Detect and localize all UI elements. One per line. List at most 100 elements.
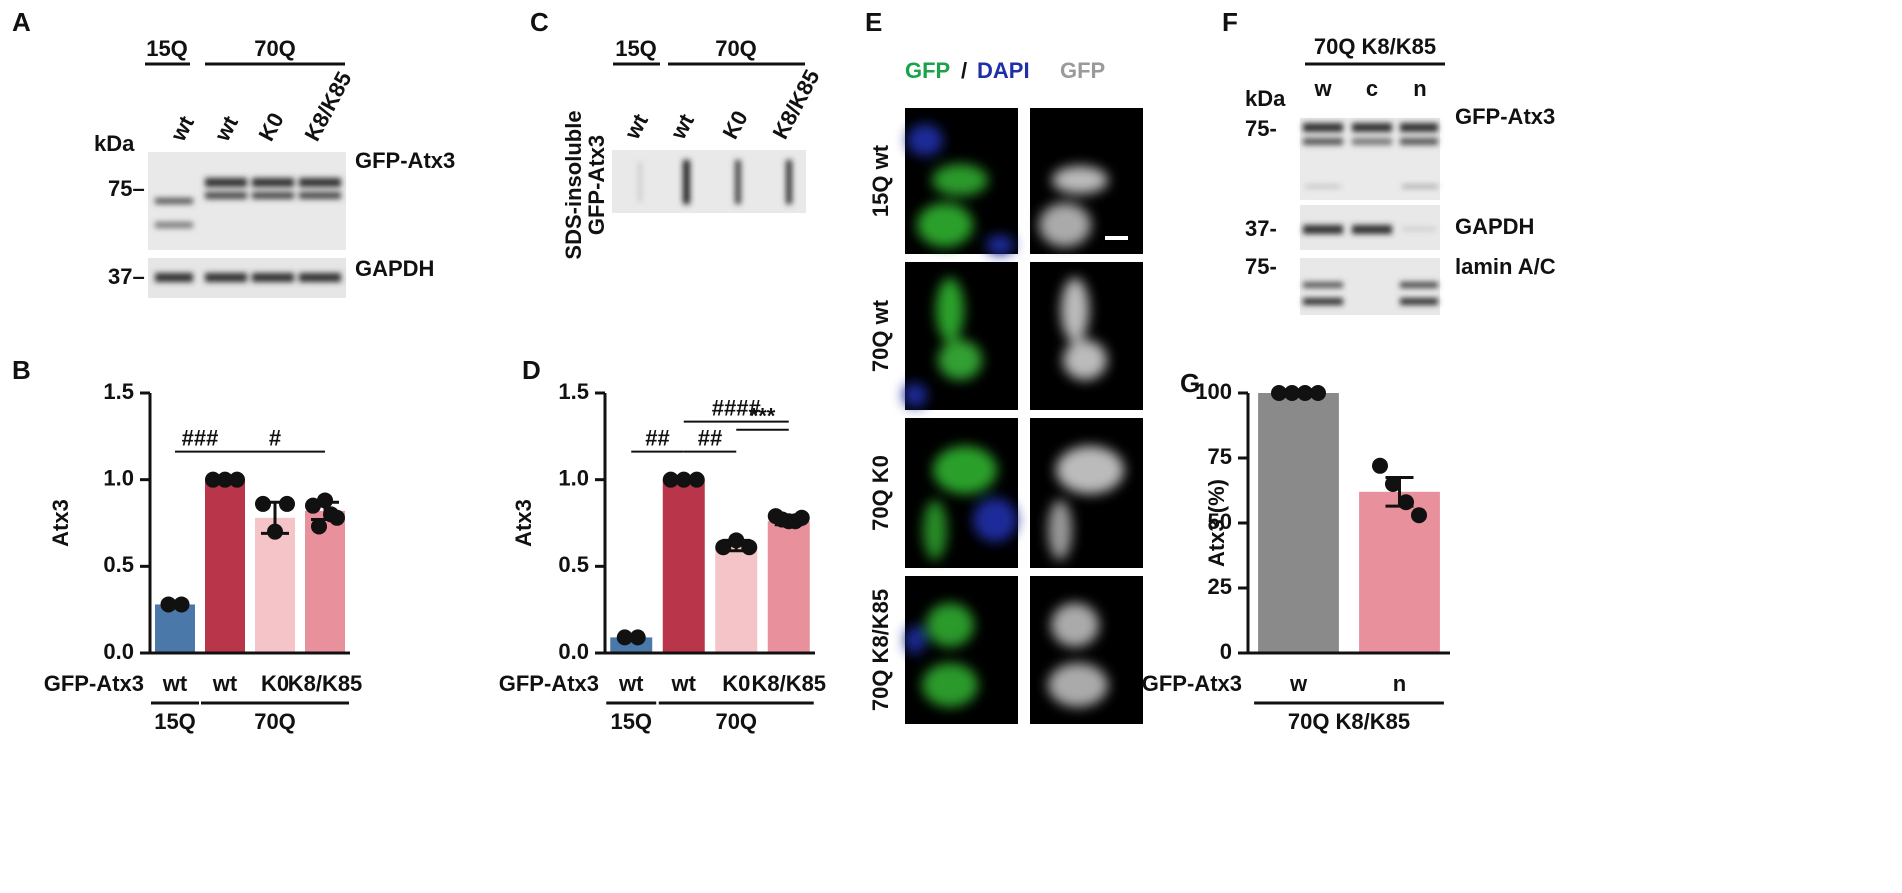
bar xyxy=(255,517,295,653)
y-tick-label: 1.0 xyxy=(558,465,589,490)
channel-label: GFP xyxy=(1060,58,1105,83)
group-label: 15Q xyxy=(154,709,196,734)
bar xyxy=(767,521,810,653)
x-tick-label: wt xyxy=(162,671,188,696)
sig-label: # xyxy=(269,425,281,450)
band-label: lamin A/C xyxy=(1455,254,1556,279)
images-e: GFP / DAPI GFP 15Q wt 70Q wt 70Q K0 70Q … xyxy=(868,58,1143,724)
row-label: GFP-Atx3 xyxy=(1142,671,1242,696)
bar xyxy=(662,479,705,653)
row-label: 70Q K0 xyxy=(868,455,893,531)
panel-label: G xyxy=(1180,368,1200,398)
y-label: Atx3 xyxy=(48,499,73,547)
x-tick-label: n xyxy=(1393,671,1406,696)
lane-label: w xyxy=(1313,76,1332,101)
row-label: 70Q K8/K85 xyxy=(868,589,893,711)
bar xyxy=(305,510,345,653)
data-point xyxy=(160,596,177,613)
data-point xyxy=(662,471,679,488)
data-point xyxy=(255,495,271,512)
group-label: 15Q xyxy=(610,709,652,734)
bar xyxy=(1359,491,1440,653)
sig-label: ## xyxy=(645,425,669,450)
group-label: 15Q xyxy=(146,36,188,61)
group-label: 70Q xyxy=(254,709,296,734)
lane-label: wt xyxy=(665,109,699,144)
data-point xyxy=(675,471,692,488)
data-point xyxy=(715,539,732,556)
group-label: 70Q K8/K85 xyxy=(1314,34,1436,59)
y-tick-label: 50 xyxy=(1208,509,1232,534)
marker-label: 75- xyxy=(1245,116,1277,141)
bar xyxy=(1258,393,1339,653)
data-point xyxy=(267,523,283,540)
data-point xyxy=(629,629,646,646)
lane-label: wt xyxy=(165,111,199,146)
y-tick-label: 1.5 xyxy=(103,379,134,404)
group-label: 70Q xyxy=(715,709,757,734)
data-point xyxy=(279,495,295,512)
sig-label: *** xyxy=(750,404,776,429)
data-point xyxy=(217,471,233,488)
marker-label: 37– xyxy=(108,264,145,289)
y-tick-label: 0 xyxy=(1220,639,1232,664)
x-tick-label: K8/K85 xyxy=(751,671,826,696)
data-point xyxy=(1398,494,1414,511)
row-label: 70Q wt xyxy=(868,299,893,372)
data-point xyxy=(173,596,190,613)
data-point xyxy=(1297,385,1313,401)
x-tick-label: K0 xyxy=(261,671,289,696)
sig-label: ### xyxy=(182,425,219,450)
group-label: 15Q xyxy=(615,36,657,61)
blot-c: 15Q 70Q wt wt K0 K8/K85 SDS-insoluble GF… xyxy=(561,36,825,260)
row-label: 15Q wt xyxy=(868,144,893,217)
band-label: GFP-Atx3 xyxy=(1455,104,1555,129)
unit-label: kDa xyxy=(1245,86,1286,111)
row-label: GFP-Atx3 xyxy=(499,671,599,696)
data-point xyxy=(1411,507,1427,524)
marker-label: 37- xyxy=(1245,216,1277,241)
panel-label: B xyxy=(12,355,31,385)
panel-label: F xyxy=(1222,7,1238,37)
sig-label: ## xyxy=(698,425,722,450)
lane-label: K0 xyxy=(253,109,288,146)
data-point xyxy=(1271,385,1287,401)
band-label: GAPDH xyxy=(355,256,434,281)
data-point xyxy=(305,497,321,514)
blot xyxy=(612,150,806,213)
y-label: GFP-Atx3 xyxy=(584,135,609,235)
lane-label: n xyxy=(1413,76,1426,101)
bands xyxy=(155,178,341,282)
x-tick-label: K0 xyxy=(722,671,750,696)
data-point xyxy=(728,532,745,549)
panel-label: E xyxy=(865,7,882,37)
y-tick-label: 1.5 xyxy=(558,379,589,404)
bar xyxy=(205,479,245,653)
channel-label: / xyxy=(961,58,967,83)
data-point xyxy=(317,492,333,509)
y-label: Atx3 (%) xyxy=(1204,479,1229,567)
data-point xyxy=(793,509,810,526)
data-point xyxy=(741,539,758,556)
lane-label: wt xyxy=(209,111,243,146)
panel-label: D xyxy=(522,355,541,385)
row-label: GFP-Atx3 xyxy=(44,671,144,696)
data-point xyxy=(1284,385,1300,401)
y-tick-label: 25 xyxy=(1208,574,1232,599)
bar xyxy=(715,545,758,653)
unit-label: kDa xyxy=(94,131,135,156)
y-label: Atx3 xyxy=(511,499,536,547)
band-label: GAPDH xyxy=(1455,214,1534,239)
x-tick-label: K8/K85 xyxy=(288,671,363,696)
y-label: SDS-insoluble xyxy=(561,110,586,259)
y-tick-label: 0.5 xyxy=(558,552,589,577)
lane-label: wt xyxy=(619,109,653,144)
y-tick-label: 0.5 xyxy=(103,552,134,577)
y-tick-label: 0.0 xyxy=(103,639,134,664)
group-label: 70Q K8/K85 xyxy=(1288,709,1410,734)
lane-label: K8/K85 xyxy=(767,65,824,143)
blot-f: 70Q K8/K85 w c n kDa 75- 37- 75- GFP-Atx… xyxy=(1245,34,1556,315)
channel-label: GFP xyxy=(905,58,950,83)
panel-label: A xyxy=(12,7,31,37)
